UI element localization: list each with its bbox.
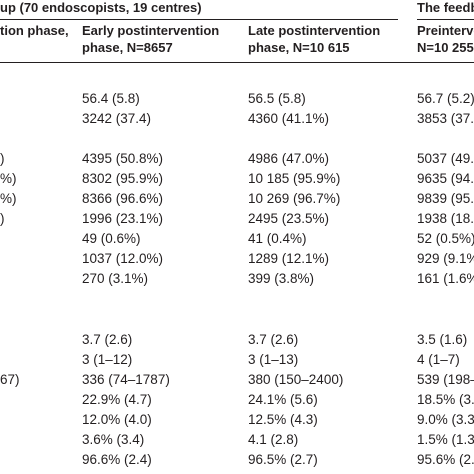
table-cell: 24.1% (5.6) bbox=[248, 392, 318, 407]
table-cell: 52 (0.5%) bbox=[417, 231, 474, 246]
table-cell: 4.1 (2.8) bbox=[248, 432, 299, 447]
table-cell: 56.4 (5.8) bbox=[82, 91, 140, 106]
group-title-feedback: The feedb bbox=[417, 0, 474, 15]
table-cell: 95.6% (2.4 bbox=[417, 452, 474, 467]
col2-header-line1: Late postintervention bbox=[248, 23, 381, 38]
table-cell: 12.5% (4.3) bbox=[248, 412, 318, 427]
col2-header-line2: phase, N=10 615 bbox=[248, 40, 350, 55]
table-cell: 1289 (12.1%) bbox=[248, 251, 330, 266]
table-cell: 5037 (49.1 bbox=[417, 151, 474, 166]
header-rule bbox=[0, 62, 474, 63]
table-cell: %) bbox=[0, 171, 17, 186]
table-cell: 1037 (12.0%) bbox=[82, 251, 164, 266]
table-cell: 67) bbox=[0, 372, 20, 387]
col1-header-line1: Early postintervention bbox=[82, 23, 220, 38]
table-cell: 399 (3.8%) bbox=[248, 271, 315, 286]
table-cell: 3 (1–13) bbox=[248, 352, 299, 367]
table-cell: 56.7 (5.2) bbox=[417, 91, 474, 106]
table-cell: 336 (74–1787) bbox=[82, 372, 170, 387]
table-cell: 10 269 (96.7%) bbox=[248, 191, 341, 206]
table-cell: 1996 (23.1%) bbox=[82, 211, 164, 226]
group-underline-2 bbox=[417, 19, 474, 20]
table-cell: 3.7 (2.6) bbox=[248, 332, 299, 347]
table-cell: 4 (1–7) bbox=[417, 352, 460, 367]
table-cell: 41 (0.4%) bbox=[248, 231, 307, 246]
table-cell: 10 185 (95.9%) bbox=[248, 171, 341, 186]
table-cell: 22.9% (4.7) bbox=[82, 392, 152, 407]
table-cell: 96.6% (2.4) bbox=[82, 452, 152, 467]
table-cell: 8366 (96.6%) bbox=[82, 191, 164, 206]
table-cell: ) bbox=[0, 151, 5, 166]
table-cell: 4395 (50.8%) bbox=[82, 151, 164, 166]
table-cell: 3.6% (3.4) bbox=[82, 432, 145, 447]
table-cell: 2495 (23.5%) bbox=[248, 211, 330, 226]
table-cell: 3853 (37. bbox=[417, 111, 474, 126]
table-cell: 3.5 (1.6) bbox=[417, 332, 468, 347]
table-cell: 929 (9.1% bbox=[417, 251, 474, 266]
col3-header-line2: N=10 255 bbox=[417, 40, 474, 55]
table-cell: 49 (0.6%) bbox=[82, 231, 141, 246]
table-cell: 8302 (95.9%) bbox=[82, 171, 164, 186]
table-cell: 96.5% (2.7) bbox=[248, 452, 318, 467]
table-cell: 9839 (95.9 bbox=[417, 191, 474, 206]
table-cell: 3.7 (2.6) bbox=[82, 332, 133, 347]
table-cell: 9635 (94.0 bbox=[417, 171, 474, 186]
table-cell: 380 (150–2400) bbox=[248, 372, 344, 387]
table-cell: 1.5% (1.3 bbox=[417, 432, 474, 447]
col1-header-line2: phase, N=8657 bbox=[82, 40, 173, 55]
table-cell: 4986 (47.0%) bbox=[248, 151, 330, 166]
col0-header-line1: tion phase, bbox=[0, 23, 69, 38]
table-cell: 3 (1–12) bbox=[82, 352, 133, 367]
group-underline-1 bbox=[0, 19, 398, 20]
table-cell: 9.0% (3.3 bbox=[417, 412, 474, 427]
table-cell: 18.5% (3. bbox=[417, 392, 474, 407]
table-cell: ) bbox=[0, 211, 5, 226]
table-cell: 1938 (18.9 bbox=[417, 211, 474, 226]
table-cell: 3242 (37.4) bbox=[82, 111, 152, 126]
table-cell: 4360 (41.1%) bbox=[248, 111, 330, 126]
table-cell: %) bbox=[0, 191, 17, 206]
table-cell: 12.0% (4.0) bbox=[82, 412, 152, 427]
table-cell: 539 (198– bbox=[417, 372, 474, 387]
table-cell: 161 (1.6% bbox=[417, 271, 474, 286]
table-cell: 270 (3.1%) bbox=[82, 271, 149, 286]
group-title-intervention: up (70 endoscopists, 19 centres) bbox=[0, 0, 202, 15]
table-cell: 56.5 (5.8) bbox=[248, 91, 306, 106]
col3-header-line1: Preinterve bbox=[417, 23, 474, 38]
